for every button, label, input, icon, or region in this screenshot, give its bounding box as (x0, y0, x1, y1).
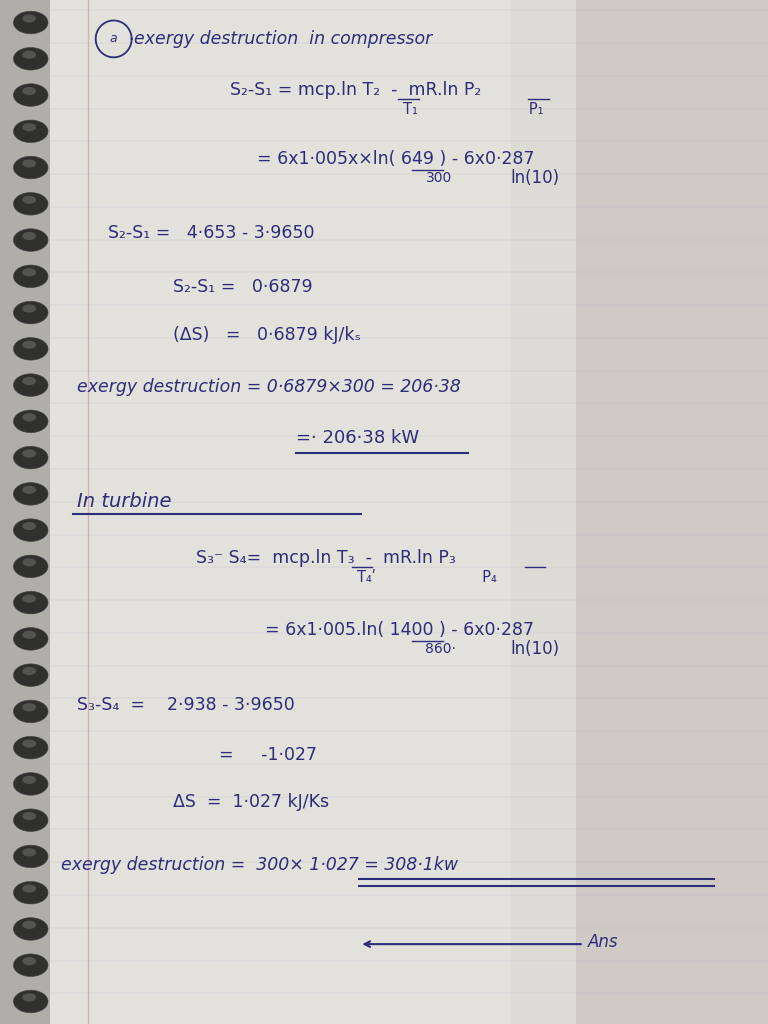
Ellipse shape (13, 736, 48, 759)
FancyBboxPatch shape (50, 0, 511, 1024)
Ellipse shape (22, 50, 36, 58)
Ellipse shape (22, 377, 36, 385)
Ellipse shape (13, 592, 48, 614)
Text: = 6x1·005.ln( 1400 ) - 6x0·287: = 6x1·005.ln( 1400 ) - 6x0·287 (265, 621, 534, 639)
Ellipse shape (13, 11, 48, 34)
Ellipse shape (13, 265, 48, 288)
Ellipse shape (22, 993, 36, 1001)
Text: =     -1·027: = -1·027 (219, 745, 317, 764)
Ellipse shape (22, 522, 36, 530)
Ellipse shape (13, 918, 48, 940)
Ellipse shape (22, 812, 36, 820)
Ellipse shape (13, 157, 48, 179)
Ellipse shape (22, 921, 36, 929)
Ellipse shape (22, 304, 36, 312)
Text: S₂-S₁ = mcp.ln T₂  -  mR.ln P₂: S₂-S₁ = mcp.ln T₂ - mR.ln P₂ (230, 81, 482, 99)
Text: T₄ʹ                       P₄: T₄ʹ P₄ (357, 570, 497, 585)
Ellipse shape (22, 703, 36, 712)
Ellipse shape (22, 14, 36, 23)
Text: In turbine: In turbine (77, 493, 171, 511)
Text: S₂-S₁ =   4·653 - 3·9650: S₂-S₁ = 4·653 - 3·9650 (108, 224, 314, 243)
Ellipse shape (22, 957, 36, 966)
Ellipse shape (22, 413, 36, 421)
Text: 860·: 860· (425, 642, 455, 656)
Ellipse shape (13, 954, 48, 977)
Ellipse shape (22, 341, 36, 349)
Ellipse shape (13, 301, 48, 324)
Ellipse shape (13, 338, 48, 360)
Text: S₂-S₁ =   0·6879: S₂-S₁ = 0·6879 (173, 278, 313, 296)
Ellipse shape (13, 700, 48, 723)
FancyBboxPatch shape (576, 0, 768, 1024)
Ellipse shape (13, 446, 48, 469)
Text: ln(10): ln(10) (511, 640, 560, 658)
Ellipse shape (22, 231, 36, 240)
Text: T₁                        P₁: T₁ P₁ (403, 102, 544, 117)
Ellipse shape (13, 773, 48, 796)
Ellipse shape (22, 885, 36, 893)
Ellipse shape (13, 809, 48, 831)
Ellipse shape (22, 776, 36, 784)
Text: ln(10): ln(10) (511, 169, 560, 187)
Text: a: a (110, 33, 118, 45)
Text: exergy destruction =  300× 1·027 = 308·1kw: exergy destruction = 300× 1·027 = 308·1k… (61, 856, 458, 874)
Ellipse shape (13, 84, 48, 106)
Ellipse shape (13, 519, 48, 542)
Text: ΔS  =  1·027 kJ/Ks: ΔS = 1·027 kJ/Ks (173, 793, 329, 811)
Ellipse shape (22, 667, 36, 675)
Ellipse shape (22, 558, 36, 566)
Ellipse shape (22, 595, 36, 603)
Text: S₃⁻ S₄=  mcp.ln T₃  -  mR.ln P₃: S₃⁻ S₄= mcp.ln T₃ - mR.ln P₃ (196, 549, 455, 567)
Ellipse shape (22, 848, 36, 856)
Ellipse shape (13, 628, 48, 650)
Ellipse shape (22, 739, 36, 748)
Ellipse shape (13, 664, 48, 686)
Ellipse shape (22, 196, 36, 204)
Ellipse shape (13, 47, 48, 70)
Ellipse shape (22, 450, 36, 458)
FancyBboxPatch shape (0, 0, 50, 1024)
Text: 300: 300 (426, 171, 452, 185)
Ellipse shape (22, 485, 36, 494)
Ellipse shape (22, 87, 36, 95)
Ellipse shape (13, 193, 48, 215)
Ellipse shape (13, 410, 48, 432)
Ellipse shape (13, 845, 48, 867)
Ellipse shape (13, 120, 48, 142)
Text: S₃-S₄  =    2·938 - 3·9650: S₃-S₄ = 2·938 - 3·9650 (77, 695, 295, 714)
Ellipse shape (13, 990, 48, 1013)
Text: exergy destruction  in compressor: exergy destruction in compressor (134, 30, 432, 48)
Ellipse shape (22, 631, 36, 639)
Ellipse shape (13, 882, 48, 904)
Ellipse shape (13, 555, 48, 578)
Text: (ΔS)   =   0·6879 kJ/kₛ: (ΔS) = 0·6879 kJ/kₛ (173, 326, 361, 344)
Text: Ans: Ans (588, 933, 618, 951)
Ellipse shape (13, 374, 48, 396)
Ellipse shape (13, 228, 48, 251)
Ellipse shape (22, 268, 36, 276)
Ellipse shape (13, 482, 48, 505)
Ellipse shape (22, 123, 36, 131)
FancyBboxPatch shape (50, 0, 768, 1024)
Text: exergy destruction = 0·6879×300 = 206·38: exergy destruction = 0·6879×300 = 206·38 (77, 378, 461, 396)
Text: = 6x1·005x×ln( 649 ) - 6x0·287: = 6x1·005x×ln( 649 ) - 6x0·287 (257, 150, 535, 168)
Ellipse shape (22, 160, 36, 168)
Text: =· 206·38 kW: =· 206·38 kW (296, 429, 419, 447)
